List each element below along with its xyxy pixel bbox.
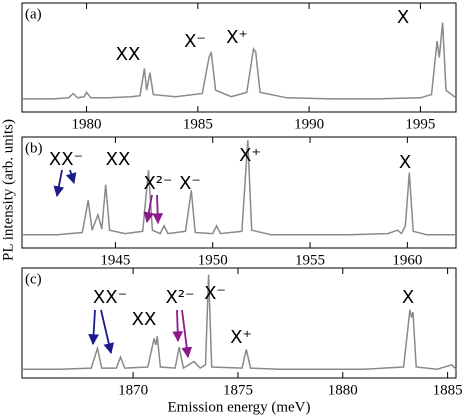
arrow — [172, 309, 184, 343]
x-tick-label: 1870 — [118, 382, 148, 398]
peak-label: XX⁻ — [93, 287, 127, 308]
arrow — [100, 309, 115, 355]
arrow — [181, 309, 193, 359]
peak-label: X⁻ — [179, 173, 201, 194]
arrow — [53, 169, 65, 198]
spectrum-line — [22, 274, 457, 370]
panel-label: (c) — [25, 271, 42, 287]
x-tick-label: 1950 — [198, 252, 228, 268]
spectrum-line — [22, 140, 456, 236]
peak-label: X — [399, 152, 411, 173]
peak-label: X⁺ — [230, 327, 252, 348]
arrow — [65, 169, 77, 185]
peak-label: X²⁻ — [165, 287, 194, 308]
spectrum-line — [22, 22, 457, 100]
peak-label: X⁺ — [226, 27, 248, 48]
peak-label: X⁺ — [239, 145, 261, 166]
peak-label: X⁻ — [184, 31, 206, 52]
arrow — [152, 194, 164, 225]
x-axis-label: Emission energy (meV) — [167, 399, 310, 415]
x-tick-label: 1945 — [100, 252, 130, 268]
x-tick-label: 1885 — [433, 382, 463, 398]
plot-frame — [21, 267, 457, 379]
peak-label: XX — [132, 309, 157, 330]
panel-label: (b) — [25, 140, 43, 156]
arrow — [88, 309, 99, 346]
peak-label: X⁻ — [204, 283, 226, 304]
arrow — [143, 194, 155, 224]
peak-label: X²⁻ — [143, 173, 172, 194]
x-tick-label: 1880 — [328, 382, 358, 398]
x-tick-label: 1960 — [392, 252, 422, 268]
peak-label: X — [397, 7, 409, 28]
x-tick-label: 1985 — [183, 116, 213, 132]
x-tick-label: 1995 — [405, 116, 435, 132]
peak-label: XX — [106, 149, 131, 170]
peak-label: XX — [116, 44, 141, 65]
panel-label: (a) — [25, 6, 42, 22]
x-tick-label: 1875 — [223, 382, 253, 398]
plot-frame — [21, 136, 457, 249]
plot-frame — [21, 2, 457, 113]
peak-label: XX⁻ — [49, 149, 83, 170]
x-tick-label: 1955 — [295, 252, 325, 268]
y-axis-label: PL intensity (arb. units) — [0, 119, 16, 261]
x-tick-label: 1980 — [72, 116, 102, 132]
x-tick-label: 1990 — [294, 116, 324, 132]
peak-label: X — [402, 287, 414, 308]
